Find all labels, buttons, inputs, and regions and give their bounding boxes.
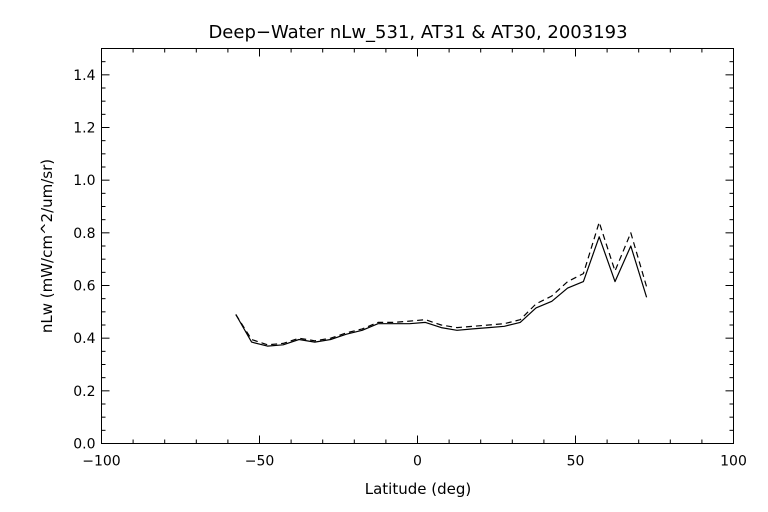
y-tick-label: 0.4 [73,331,95,347]
y-tick-label: 0.2 [73,384,95,400]
x-axis-label: Latitude (deg) [365,480,471,498]
x-tick-label: −100 [82,454,120,470]
x-tick-label: 100 [720,454,747,470]
y-tick-label: 0.8 [73,226,95,242]
series-line-dashed [235,221,648,346]
series-line-solid [235,236,648,347]
series-group [235,221,648,347]
y-tick-label: 0.0 [73,437,95,453]
x-axis: −100 −50 0 50 100 [82,48,747,470]
y-tick-label: 1.2 [73,121,95,137]
y-tick-label: 0.6 [73,279,95,295]
y-axis: 0.0 0.2 0.4 0.6 0.8 1.0 1.2 1.4 [73,48,734,453]
plot-frame [101,48,734,444]
x-tick-label: 0 [413,454,422,470]
x-tick-label: −50 [245,454,275,470]
y-tick-label: 1.4 [73,68,95,84]
y-axis-label: nLw (mW/cm^2/um/sr) [38,159,56,333]
chart-title: Deep−Water nLw_531, AT31 & AT30, 2003193 [208,22,627,43]
y-tick-label: 1.0 [73,173,95,189]
x-tick-label: 50 [567,454,585,470]
